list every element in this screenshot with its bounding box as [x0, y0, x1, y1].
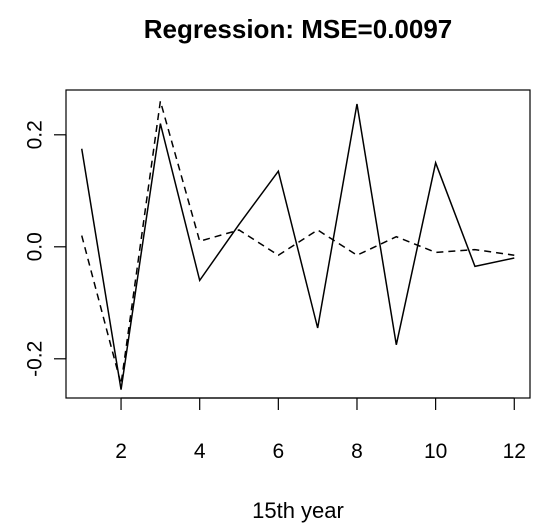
- x-tick-label: 10: [424, 440, 447, 463]
- chart-title: Regression: MSE=0.0097: [144, 14, 453, 44]
- x-tick-label: 2: [115, 440, 127, 463]
- x-axis-label: 15th year: [252, 498, 344, 523]
- series-line-dashed: [81, 100, 515, 385]
- x-tick-label: 4: [194, 440, 206, 463]
- x-tick-label: 6: [272, 440, 284, 463]
- y-tick-label: 0.0: [24, 232, 47, 261]
- plot-frame: [65, 89, 531, 399]
- series-line-solid: [80, 103, 515, 390]
- x-tick-label: 12: [503, 440, 526, 463]
- y-axis: -0.2 0.0 0.2: [24, 120, 67, 377]
- x-tick-label: 8: [351, 440, 363, 463]
- y-tick-label: 0.2: [24, 120, 47, 149]
- y-tick-label: -0.2: [24, 341, 47, 377]
- x-axis: 2 4 6 8 10 12: [115, 397, 526, 463]
- series-layer: [80, 100, 515, 390]
